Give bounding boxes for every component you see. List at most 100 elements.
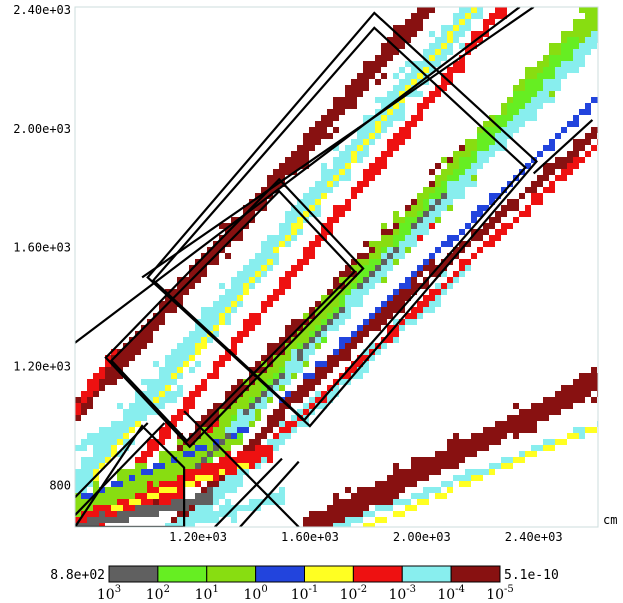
heatmap-cell: [171, 475, 177, 481]
heatmap-cell: [393, 499, 399, 505]
heatmap-cell: [183, 451, 189, 457]
heatmap-cell: [291, 421, 297, 427]
heatmap-cell: [387, 115, 393, 121]
heatmap-cell: [309, 199, 315, 205]
heatmap-cell: [417, 475, 423, 481]
heatmap-cell: [363, 175, 369, 181]
heatmap-cell: [285, 379, 291, 385]
heatmap-cell: [525, 163, 531, 169]
heatmap-cell: [315, 343, 321, 349]
heatmap-cell: [231, 475, 237, 481]
heatmap-cell: [87, 463, 93, 469]
heatmap-cell: [345, 337, 351, 343]
heatmap-cell: [237, 337, 243, 343]
heatmap-cell: [207, 313, 213, 319]
heatmap-cell: [141, 511, 147, 517]
heatmap-cell: [351, 187, 357, 193]
heatmap-cell: [483, 145, 489, 151]
heatmap-cell: [123, 439, 129, 445]
heatmap-cell: [537, 199, 543, 205]
colorbar-swatch: [401, 565, 452, 583]
heatmap-cell: [531, 445, 537, 451]
heatmap-cell: [135, 481, 141, 487]
heatmap-cell: [423, 217, 429, 223]
heatmap-cell: [513, 115, 519, 121]
heatmap-cell: [561, 127, 567, 133]
heatmap-cell: [543, 169, 549, 175]
heatmap-cell: [399, 283, 405, 289]
heatmap-cell: [321, 511, 327, 517]
heatmap-cell: [435, 487, 441, 493]
heatmap-cell: [549, 97, 555, 103]
heatmap-cell: [171, 451, 177, 457]
heatmap-cell: [195, 325, 201, 331]
heatmap-cell: [291, 211, 297, 217]
heatmap-cell: [375, 277, 381, 283]
heatmap-cell: [387, 43, 393, 49]
heatmap-cell: [573, 157, 579, 163]
heatmap-cell: [111, 505, 117, 511]
heatmap-cell: [135, 511, 141, 517]
heatmap-cell: [201, 451, 207, 457]
heatmap-cell: [303, 253, 309, 259]
heatmap-cell: [369, 67, 375, 73]
heatmap-cell: [459, 145, 465, 151]
heatmap-cell: [117, 439, 123, 445]
heatmap-cell: [123, 475, 129, 481]
heatmap-cell: [573, 145, 579, 151]
heatmap-cell: [273, 439, 279, 445]
heatmap-cell: [261, 445, 267, 451]
heatmap-cell: [225, 313, 231, 319]
heatmap-cell: [171, 469, 177, 475]
heatmap-cell: [465, 445, 471, 451]
heatmap-cell: [399, 289, 405, 295]
heatmap-cell: [501, 211, 507, 217]
heatmap-cell: [333, 217, 339, 223]
x-axis-unit: cm: [603, 513, 617, 527]
heatmap-cell: [177, 349, 183, 355]
heatmap-cell: [573, 391, 579, 397]
heatmap-cell: [123, 511, 129, 517]
heatmap-cell: [513, 121, 519, 127]
heatmap-cell: [345, 511, 351, 517]
heatmap-cell: [345, 103, 351, 109]
heatmap-cell: [219, 319, 225, 325]
heatmap-cell: [411, 217, 417, 223]
heatmap-cell: [213, 319, 219, 325]
heatmap-cell: [507, 457, 513, 463]
heatmap-cell: [189, 337, 195, 343]
heatmap-cell: [435, 271, 441, 277]
heatmap-cell: [195, 349, 201, 355]
heatmap-cell: [585, 427, 591, 433]
heatmap-cell: [219, 493, 225, 499]
heatmap-cell: [333, 349, 339, 355]
heatmap-cell: [273, 175, 279, 181]
heatmap-cell: [321, 121, 327, 127]
heatmap-cell: [201, 517, 207, 523]
heatmap-cell: [183, 343, 189, 349]
heatmap-cell: [441, 193, 447, 199]
heatmap-cell: [231, 229, 237, 235]
heatmap-cell: [387, 151, 393, 157]
colorbar-swatch: [157, 565, 208, 583]
heatmap-cell: [435, 49, 441, 55]
heatmap-cell: [153, 475, 159, 481]
heatmap-cell: [321, 403, 327, 409]
heatmap-cell: [573, 67, 579, 73]
heatmap-cell: [303, 403, 309, 409]
heatmap-cell: [429, 31, 435, 37]
heatmap-cell: [375, 493, 381, 499]
heatmap-cell: [591, 385, 597, 391]
heatmap-cell: [171, 391, 177, 397]
heatmap-cell: [279, 499, 285, 505]
heatmap-cell: [159, 397, 165, 403]
heatmap-cell: [381, 487, 387, 493]
heatmap-cell: [411, 91, 417, 97]
heatmap-cell: [153, 445, 159, 451]
heatmap-cell: [279, 289, 285, 295]
heatmap-cell: [285, 217, 291, 223]
heatmap-cell: [537, 175, 543, 181]
heatmap-cell: [453, 445, 459, 451]
heatmap-cell: [579, 139, 585, 145]
heatmap-cell: [405, 19, 411, 25]
